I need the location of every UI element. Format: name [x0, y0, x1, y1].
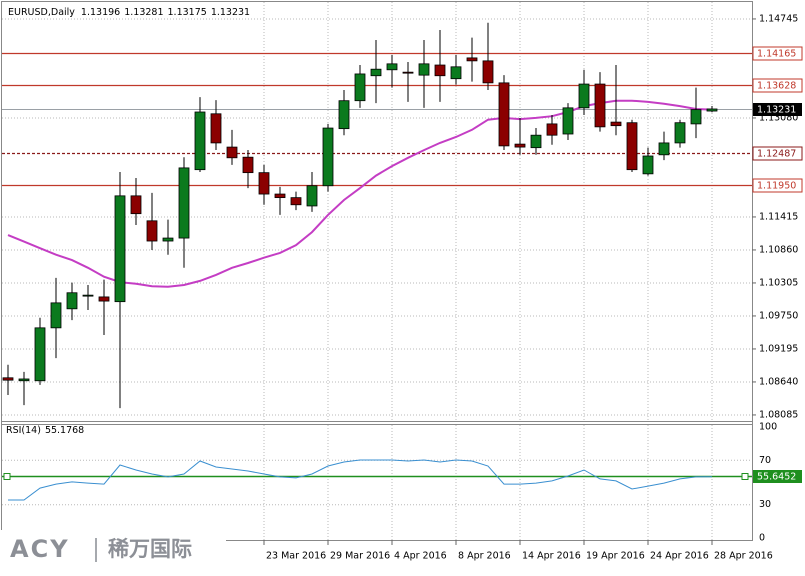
candle-body: [514, 143, 526, 148]
candle-body: [562, 107, 574, 135]
candle-body: [338, 100, 350, 130]
rsi-level-anchor: [741, 473, 749, 480]
x-tick-label: 29 Mar 2016: [330, 551, 390, 562]
candle-body: [482, 60, 494, 84]
candle-body: [418, 63, 430, 76]
rsi-level-box: [753, 470, 802, 483]
current-price-box: [753, 103, 802, 116]
candle-body: [546, 123, 558, 136]
candle-body: [18, 378, 30, 382]
candle-body: [162, 237, 174, 242]
watermark: ACY 稀万国际: [0, 530, 226, 572]
chart-header: EURUSD,Daily 1.13196 1.13281 1.13175 1.13231: [8, 7, 250, 18]
candle-body: [530, 134, 542, 149]
candle-body: [210, 113, 222, 144]
candle-body: [354, 73, 366, 102]
candle-body: [178, 167, 190, 239]
level-label-box: [752, 78, 803, 93]
candle-body: [322, 127, 334, 187]
level-label: 1.14165: [757, 49, 796, 60]
y-tick-label: 100: [759, 422, 777, 433]
candle-body: [626, 122, 638, 171]
candle-body: [82, 294, 94, 297]
level-label: 1.12487: [757, 149, 796, 160]
level-label: 1.13628: [757, 81, 796, 92]
rsi-line: [8, 459, 713, 501]
candle-body: [242, 156, 254, 174]
y-tick-label: 1.09195: [759, 343, 798, 354]
candle-body: [2, 377, 14, 381]
x-tick-label: 8 Apr 2016: [458, 551, 511, 562]
candle-body: [674, 122, 686, 144]
marks-layer: [2, 22, 752, 501]
x-tick-label: 4 Apr 2016: [394, 551, 447, 562]
candle-body: [306, 185, 318, 207]
candle-body: [578, 83, 590, 109]
candle-body: [50, 302, 62, 329]
level-label-box: [752, 46, 803, 61]
candle-body: [274, 193, 286, 199]
brand-name: 稀万国际: [108, 537, 192, 561]
current-price-label: 1.13231: [757, 105, 796, 116]
y-tick-label: 30: [759, 499, 771, 510]
candle-body: [130, 195, 142, 215]
high-value: 1.13281: [124, 7, 163, 18]
rsi-level-anchor: [3, 473, 11, 480]
level-label: 1.11950: [757, 181, 796, 192]
rsi-level-label: 55.6452: [757, 472, 796, 483]
candle-body: [34, 327, 46, 382]
candle-body: [610, 121, 622, 127]
rsi-title: RSI(14): [6, 425, 41, 436]
candle-body: [402, 71, 414, 74]
y-tick-label: 1.13080: [759, 112, 798, 123]
candle-body: [466, 57, 478, 62]
y-tick-label: 1.08085: [759, 409, 798, 420]
candle-body: [146, 220, 158, 242]
level-label-box: [752, 146, 803, 161]
candle-body: [450, 66, 462, 80]
candle-body: [98, 296, 110, 302]
close-value: 1.13231: [211, 7, 250, 18]
x-tick-label: 19 Apr 2016: [586, 551, 645, 562]
candle-body: [370, 68, 382, 77]
x-tick-label: 28 Apr 2016: [714, 551, 773, 562]
y-tick-label: 1.11415: [759, 211, 798, 222]
labels-layer: 1.14745 1.13080 1.11415 1.10860 1.10305 1.097…: [263, 13, 803, 562]
candle-body: [66, 292, 78, 310]
candle-body: [658, 142, 670, 156]
candle-body: [258, 172, 270, 195]
x-tick-label: 14 Apr 2016: [522, 551, 581, 562]
y-tick-label: 1.08640: [759, 376, 798, 387]
y-tick-label: 70: [759, 455, 771, 466]
plot-frame: [1, 1, 753, 541]
candle-body: [290, 197, 302, 206]
y-tick-label: 1.10305: [759, 277, 798, 288]
candle-body: [226, 146, 238, 159]
candle-body: [114, 195, 126, 303]
candle-body: [642, 155, 654, 175]
candle-body: [386, 63, 398, 71]
symbol: EURUSD,Daily: [8, 7, 75, 18]
y-tick-label: 0: [759, 533, 765, 544]
y-tick-label: 1.10860: [759, 244, 798, 255]
open-value: 1.13196: [81, 7, 120, 18]
x-tick-label: 24 Apr 2016: [650, 551, 709, 562]
watermark-bg: [0, 530, 226, 572]
level-label-box: [752, 178, 803, 193]
candle-body: [194, 111, 206, 171]
candle-body: [434, 64, 446, 77]
candle-body: [690, 109, 702, 125]
candle-body: [498, 82, 510, 147]
y-tick-label: 1.14745: [759, 13, 798, 24]
brand: ACY: [10, 535, 70, 563]
candle-body: [706, 108, 718, 112]
rsi-header: RSI(14) 55.1768: [6, 425, 84, 436]
y-tick-label: 1.09750: [759, 310, 798, 321]
low-value: 1.13175: [168, 7, 207, 18]
x-tick-label: 23 Mar 2016: [266, 551, 326, 562]
candle-body: [594, 83, 606, 128]
rsi-value: 55.1768: [45, 425, 84, 436]
